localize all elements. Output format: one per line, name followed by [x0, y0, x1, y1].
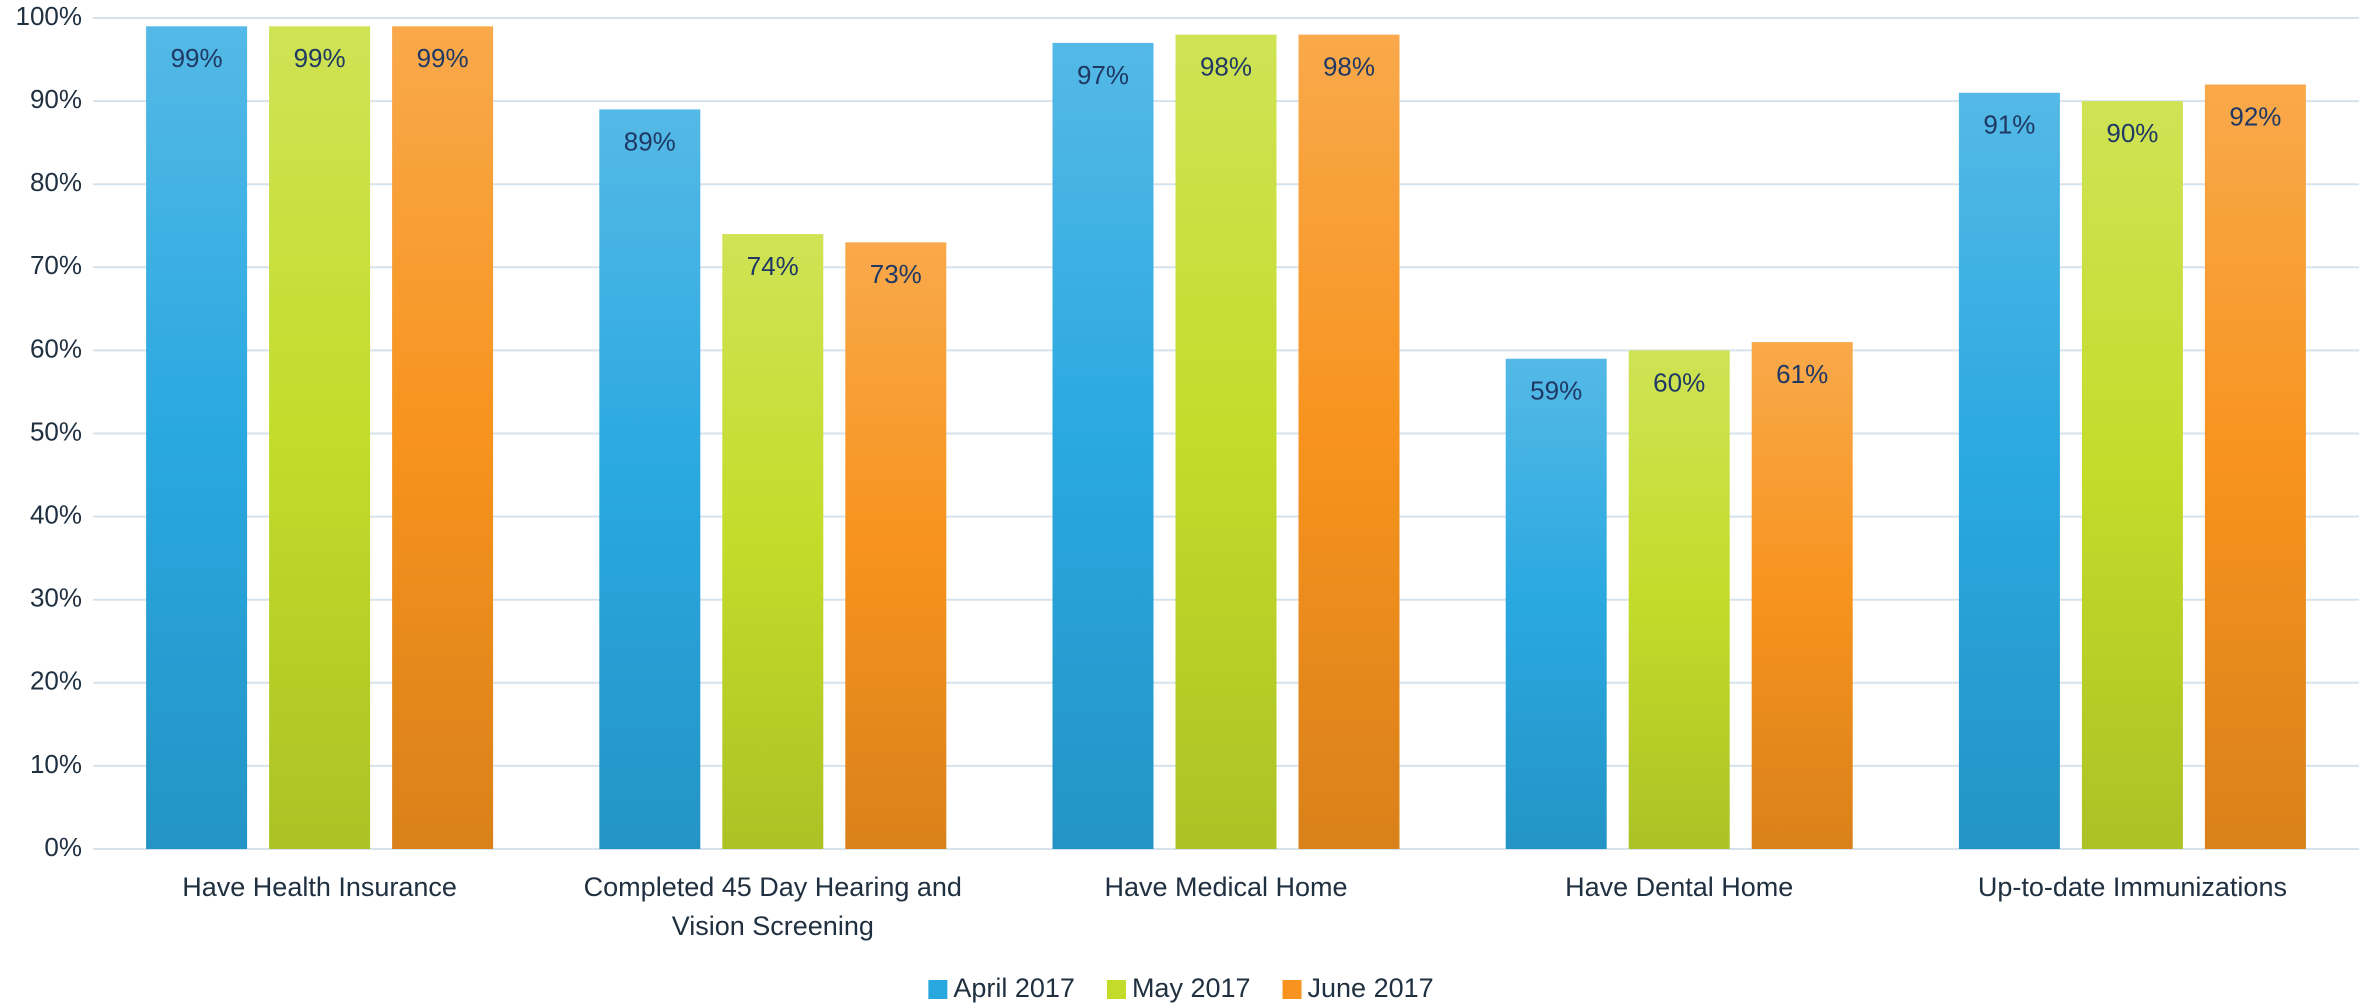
x-tick-label: Have Health Insurance	[182, 872, 457, 902]
bar	[722, 234, 824, 849]
y-tick-label: 40%	[30, 499, 82, 529]
bar	[599, 109, 701, 849]
legend-label: May 2017	[1132, 973, 1251, 1003]
y-tick-label: 60%	[30, 333, 82, 363]
y-tick-label: 90%	[30, 84, 82, 114]
x-tick-label: Completed 45 Day Hearing and Vision Scree…	[584, 872, 962, 941]
bar	[1505, 358, 1607, 849]
data-label: 92%	[2229, 101, 2281, 131]
data-label: 99%	[417, 43, 469, 73]
data-label: 99%	[171, 43, 223, 73]
data-label: 98%	[1200, 51, 1252, 81]
data-label: 98%	[1323, 51, 1375, 81]
data-label: 74%	[747, 251, 799, 281]
bar	[269, 26, 371, 850]
bar	[2081, 101, 2183, 850]
bar	[1052, 42, 1154, 850]
data-label: 90%	[2106, 118, 2158, 148]
y-tick-label: 0%	[44, 832, 82, 862]
bar	[1628, 350, 1730, 849]
bar	[845, 242, 947, 849]
x-tick-label: Have Dental Home	[1565, 872, 1793, 902]
legend-swatch	[928, 980, 948, 999]
data-label: 97%	[1077, 60, 1129, 90]
x-tick-label: Have Medical Home	[1104, 872, 1347, 902]
legend-item: April 2017	[928, 973, 1075, 1003]
bar	[1958, 92, 2060, 850]
legend-item: June 2017	[1282, 973, 1434, 1003]
legend-label: June 2017	[1308, 973, 1434, 1003]
y-tick-label: 80%	[30, 167, 82, 197]
data-label: 60%	[1653, 367, 1705, 397]
x-tick-label: Up-to-date Immunizations	[1978, 872, 2287, 902]
y-tick-label: 70%	[30, 250, 82, 280]
data-label: 61%	[1776, 359, 1828, 389]
y-tick-label: 30%	[30, 583, 82, 613]
bar	[2204, 84, 2306, 850]
bar	[146, 26, 248, 850]
data-label: 89%	[624, 126, 676, 156]
data-label: 59%	[1530, 376, 1582, 406]
data-label: 91%	[1983, 110, 2035, 140]
y-tick-label: 50%	[30, 416, 82, 446]
legend-item: May 2017	[1106, 973, 1251, 1003]
data-label: 99%	[294, 43, 346, 73]
bar	[1298, 34, 1400, 850]
bar	[1751, 342, 1853, 849]
y-tick-label: 100%	[16, 1, 83, 31]
data-label: 73%	[870, 259, 922, 289]
bar	[392, 26, 494, 850]
legend-swatch	[1106, 980, 1126, 999]
y-tick-label: 20%	[30, 666, 82, 696]
bar	[1175, 34, 1277, 850]
y-tick-label: 10%	[30, 749, 82, 779]
legend-swatch	[1282, 980, 1302, 999]
legend-label: April 2017	[953, 973, 1075, 1003]
